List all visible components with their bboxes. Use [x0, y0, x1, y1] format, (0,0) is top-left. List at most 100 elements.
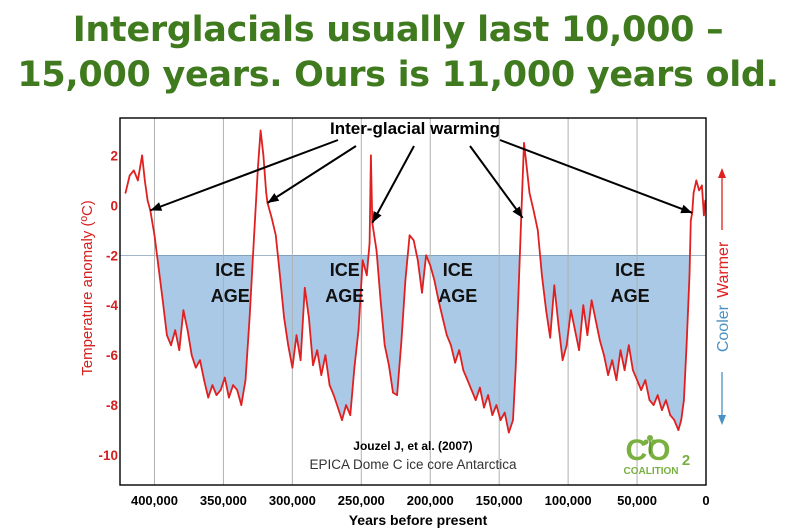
data-point-134	[652, 404, 655, 406]
data-point-129	[632, 369, 634, 371]
data-point-126	[619, 349, 622, 351]
data-point-100	[517, 291, 520, 294]
data-point-145	[690, 219, 692, 222]
plot-frame	[119, 117, 707, 486]
data-point-24	[219, 389, 222, 391]
data-point-17	[190, 354, 193, 356]
data-point-14	[178, 349, 181, 351]
ice-age-fill-layer	[120, 255, 706, 433]
source-text: EPICA Dome C ice core Antarctica	[309, 457, 517, 472]
warming-arrows	[149, 139, 693, 224]
warming-arrow-2	[371, 145, 415, 224]
data-point-105	[532, 209, 535, 212]
data-point-92	[487, 394, 489, 396]
data-point-106	[536, 229, 539, 232]
data-point-15	[182, 309, 185, 312]
data-point-9	[157, 266, 160, 269]
data-point-6	[146, 199, 149, 202]
data-point-35	[262, 154, 265, 157]
data-point-11	[166, 334, 168, 337]
data-point-94	[495, 404, 498, 406]
headline: Interglacials usually last 10,000 – 15,0…	[0, 8, 796, 98]
warming-arrow-0	[149, 139, 339, 212]
data-point-40	[279, 274, 281, 277]
data-point-81	[441, 316, 444, 319]
data-point-26	[228, 396, 230, 399]
y-tick-label-3: -4	[106, 298, 118, 313]
data-point-34	[259, 129, 262, 132]
data-point-137	[665, 399, 667, 401]
data-point-109	[549, 336, 551, 339]
data-point-8	[153, 234, 156, 237]
cooler-label: Cooler	[715, 304, 732, 352]
warmer-arrow-head	[718, 168, 726, 178]
y-tick-label-5: -8	[106, 398, 118, 413]
data-point-98	[512, 419, 514, 421]
logo-word: COALITION	[624, 466, 679, 477]
ice-label-bottom-2: AGE	[438, 286, 477, 306]
data-point-71	[400, 341, 403, 344]
data-point-22	[211, 384, 214, 386]
data-point-38	[270, 217, 273, 219]
data-point-66	[379, 299, 382, 302]
data-point-99	[514, 366, 517, 369]
data-point-41	[283, 316, 285, 319]
headline-line-2: 15,000 years. Ours is 11,000 years old.	[17, 55, 779, 95]
y-axis-title: Temperature anomaly (ºC)	[79, 200, 96, 376]
ice-label-bottom-0: AGE	[211, 286, 250, 306]
data-point-97	[508, 431, 510, 434]
data-point-91	[483, 406, 485, 409]
data-point-63	[370, 154, 372, 157]
data-point-150	[701, 184, 703, 187]
data-point-59	[357, 329, 360, 332]
data-point-12	[170, 344, 172, 346]
data-point-52	[328, 384, 331, 386]
data-point-123	[607, 374, 609, 376]
data-point-80	[437, 299, 440, 302]
data-point-122	[603, 354, 605, 356]
data-point-74	[412, 239, 415, 242]
data-point-25	[223, 376, 226, 379]
data-point-55	[341, 419, 343, 421]
data-point-125	[615, 379, 618, 381]
co2-coalition-logo: CO 2 COALITION	[624, 434, 691, 477]
x-tick-label-6: 100,000	[545, 493, 592, 508]
ice-label-top-0: ICE	[215, 260, 245, 280]
data-point-127	[623, 369, 626, 371]
data-point-28	[236, 389, 238, 391]
data-point-116	[578, 349, 580, 351]
data-point-19	[199, 359, 201, 361]
data-point-107	[541, 274, 543, 277]
data-point-77	[425, 254, 427, 257]
data-point-96	[503, 411, 506, 414]
data-point-58	[353, 366, 356, 369]
data-point-119	[590, 299, 593, 302]
data-point-45	[299, 359, 302, 361]
warming-arrow-1	[266, 145, 357, 204]
data-point-82	[445, 334, 448, 337]
ice-label-top-3: ICE	[615, 260, 645, 280]
data-point-46	[303, 286, 306, 289]
data-point-44	[295, 334, 298, 337]
y-tick-label-4: -6	[106, 348, 118, 363]
x-tick-label-1: 350,000	[200, 493, 247, 508]
data-point-61	[366, 274, 368, 277]
data-point-90	[479, 386, 481, 389]
data-point-139	[673, 419, 676, 421]
data-point-4	[141, 154, 143, 157]
data-point-33	[257, 167, 259, 169]
x-axis-title: Years before present	[349, 512, 488, 528]
data-point-0	[124, 192, 127, 194]
warmer-label: Warmer	[715, 241, 732, 298]
ice-label-bottom-3: AGE	[611, 286, 650, 306]
data-point-149	[698, 189, 700, 192]
data-point-53	[332, 394, 335, 396]
data-point-73	[408, 234, 411, 237]
x-tick-labels: 400,000 350,000 300,000 250,000 200,000 150,0…	[131, 493, 710, 508]
data-point-108	[545, 309, 547, 312]
y-tick-label-0: 2	[110, 148, 118, 163]
data-point-39	[275, 234, 277, 237]
data-point-13	[174, 329, 176, 332]
ice-age-area	[157, 255, 690, 433]
data-point-42	[287, 344, 290, 346]
